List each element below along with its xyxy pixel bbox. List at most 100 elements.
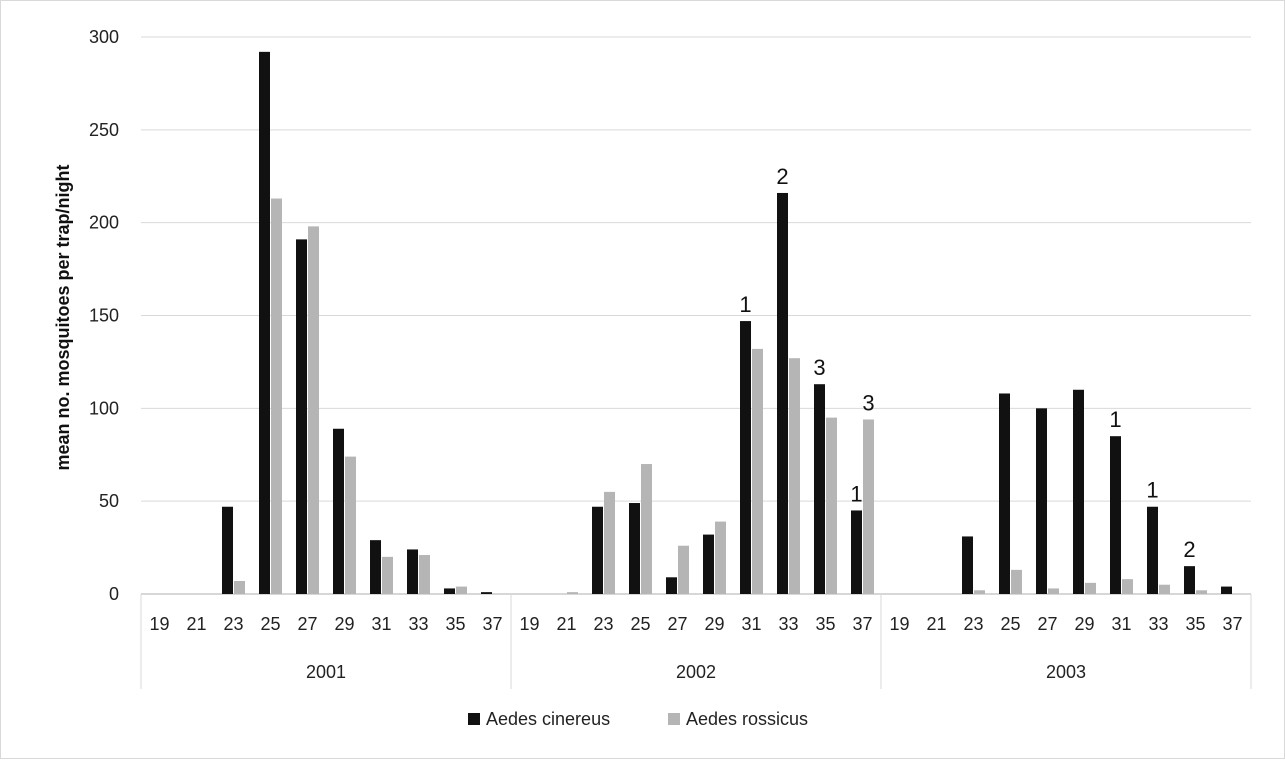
bar — [678, 545, 689, 594]
x-tick-label: 35 — [445, 614, 465, 634]
bar — [1036, 408, 1047, 594]
group-label: 2003 — [1046, 662, 1086, 682]
x-tick-label: 31 — [741, 614, 761, 634]
bar — [1184, 566, 1195, 594]
legend-swatch — [668, 713, 680, 725]
bar — [444, 588, 455, 594]
bar — [1110, 436, 1121, 594]
x-tick-label: 31 — [371, 614, 391, 634]
bar — [308, 226, 319, 594]
bar — [1159, 584, 1170, 594]
bar — [777, 192, 788, 594]
bar — [641, 464, 652, 594]
bar — [851, 510, 862, 594]
legend-label: Aedes rossicus — [686, 709, 808, 729]
bar — [863, 419, 874, 594]
y-tick-label: 150 — [89, 306, 119, 326]
bar — [629, 503, 640, 594]
bar — [382, 556, 393, 594]
x-tick-label: 25 — [260, 614, 280, 634]
bar — [666, 577, 677, 594]
bar — [703, 534, 714, 594]
bar-annotation: 3 — [862, 390, 874, 415]
x-tick-label: 23 — [223, 614, 243, 634]
bar — [999, 393, 1010, 594]
x-tick-label: 37 — [482, 614, 502, 634]
x-tick-label: 29 — [704, 614, 724, 634]
x-tick-label: 37 — [852, 614, 872, 634]
x-tick-label: 35 — [1185, 614, 1205, 634]
bar — [222, 506, 233, 594]
x-tick-label: 31 — [1111, 614, 1131, 634]
y-tick-label: 100 — [89, 398, 119, 418]
bar — [1085, 582, 1096, 594]
bar — [1196, 590, 1207, 594]
bar — [1147, 506, 1158, 594]
bar-annotation: 1 — [739, 292, 751, 317]
x-tick-label: 21 — [556, 614, 576, 634]
bar-annotation: 1 — [1146, 478, 1158, 503]
x-tick-label: 29 — [1074, 614, 1094, 634]
x-tick-label: 29 — [334, 614, 354, 634]
x-tick-label: 23 — [963, 614, 983, 634]
bar — [1011, 569, 1022, 594]
legend-label: Aedes cinereus — [486, 709, 610, 729]
bar — [567, 592, 578, 594]
y-tick-label: 50 — [99, 491, 119, 511]
bar — [1221, 586, 1232, 594]
x-tick-label: 33 — [778, 614, 798, 634]
group-label: 2002 — [676, 662, 716, 682]
bar — [604, 491, 615, 594]
x-tick-label: 35 — [815, 614, 835, 634]
bar-annotation: 1 — [1109, 407, 1121, 432]
x-tick-label: 33 — [408, 614, 428, 634]
bar — [456, 586, 467, 594]
bar — [826, 417, 837, 594]
bar — [419, 555, 430, 594]
x-tick-label: 25 — [630, 614, 650, 634]
x-tick-label: 19 — [149, 614, 169, 634]
bar — [1122, 579, 1133, 594]
bar — [370, 540, 381, 594]
x-tick-label: 27 — [1037, 614, 1057, 634]
bar-annotation: 2 — [1183, 537, 1195, 562]
bar-annotation: 2 — [776, 164, 788, 189]
bar — [481, 592, 492, 594]
bar — [1073, 389, 1084, 594]
x-tick-label: 19 — [889, 614, 909, 634]
bar — [333, 428, 344, 594]
y-tick-label: 250 — [89, 120, 119, 140]
bar — [814, 384, 825, 594]
bar — [271, 198, 282, 594]
bar — [1048, 588, 1059, 594]
y-tick-label: 0 — [109, 584, 119, 604]
bar — [740, 321, 751, 594]
y-tick-label: 300 — [89, 27, 119, 47]
y-axis-title: mean no. mosquitoes per trap/night — [53, 164, 73, 470]
bar — [752, 348, 763, 594]
bar — [345, 456, 356, 594]
bar — [974, 590, 985, 594]
bar-annotation: 3 — [813, 355, 825, 380]
bar — [789, 358, 800, 594]
bar — [259, 51, 270, 594]
x-tick-label: 37 — [1222, 614, 1242, 634]
x-tick-label: 21 — [926, 614, 946, 634]
x-tick-label: 23 — [593, 614, 613, 634]
bar-annotation: 1 — [850, 481, 862, 506]
bar — [715, 521, 726, 594]
bar — [234, 581, 245, 594]
x-tick-label: 25 — [1000, 614, 1020, 634]
bar — [592, 506, 603, 594]
x-tick-label: 27 — [667, 614, 687, 634]
x-tick-label: 27 — [297, 614, 317, 634]
group-label: 2001 — [306, 662, 346, 682]
bar — [962, 536, 973, 594]
bar — [296, 239, 307, 595]
x-tick-label: 33 — [1148, 614, 1168, 634]
bar — [407, 549, 418, 594]
legend-swatch — [468, 713, 480, 725]
y-tick-label: 200 — [89, 213, 119, 233]
